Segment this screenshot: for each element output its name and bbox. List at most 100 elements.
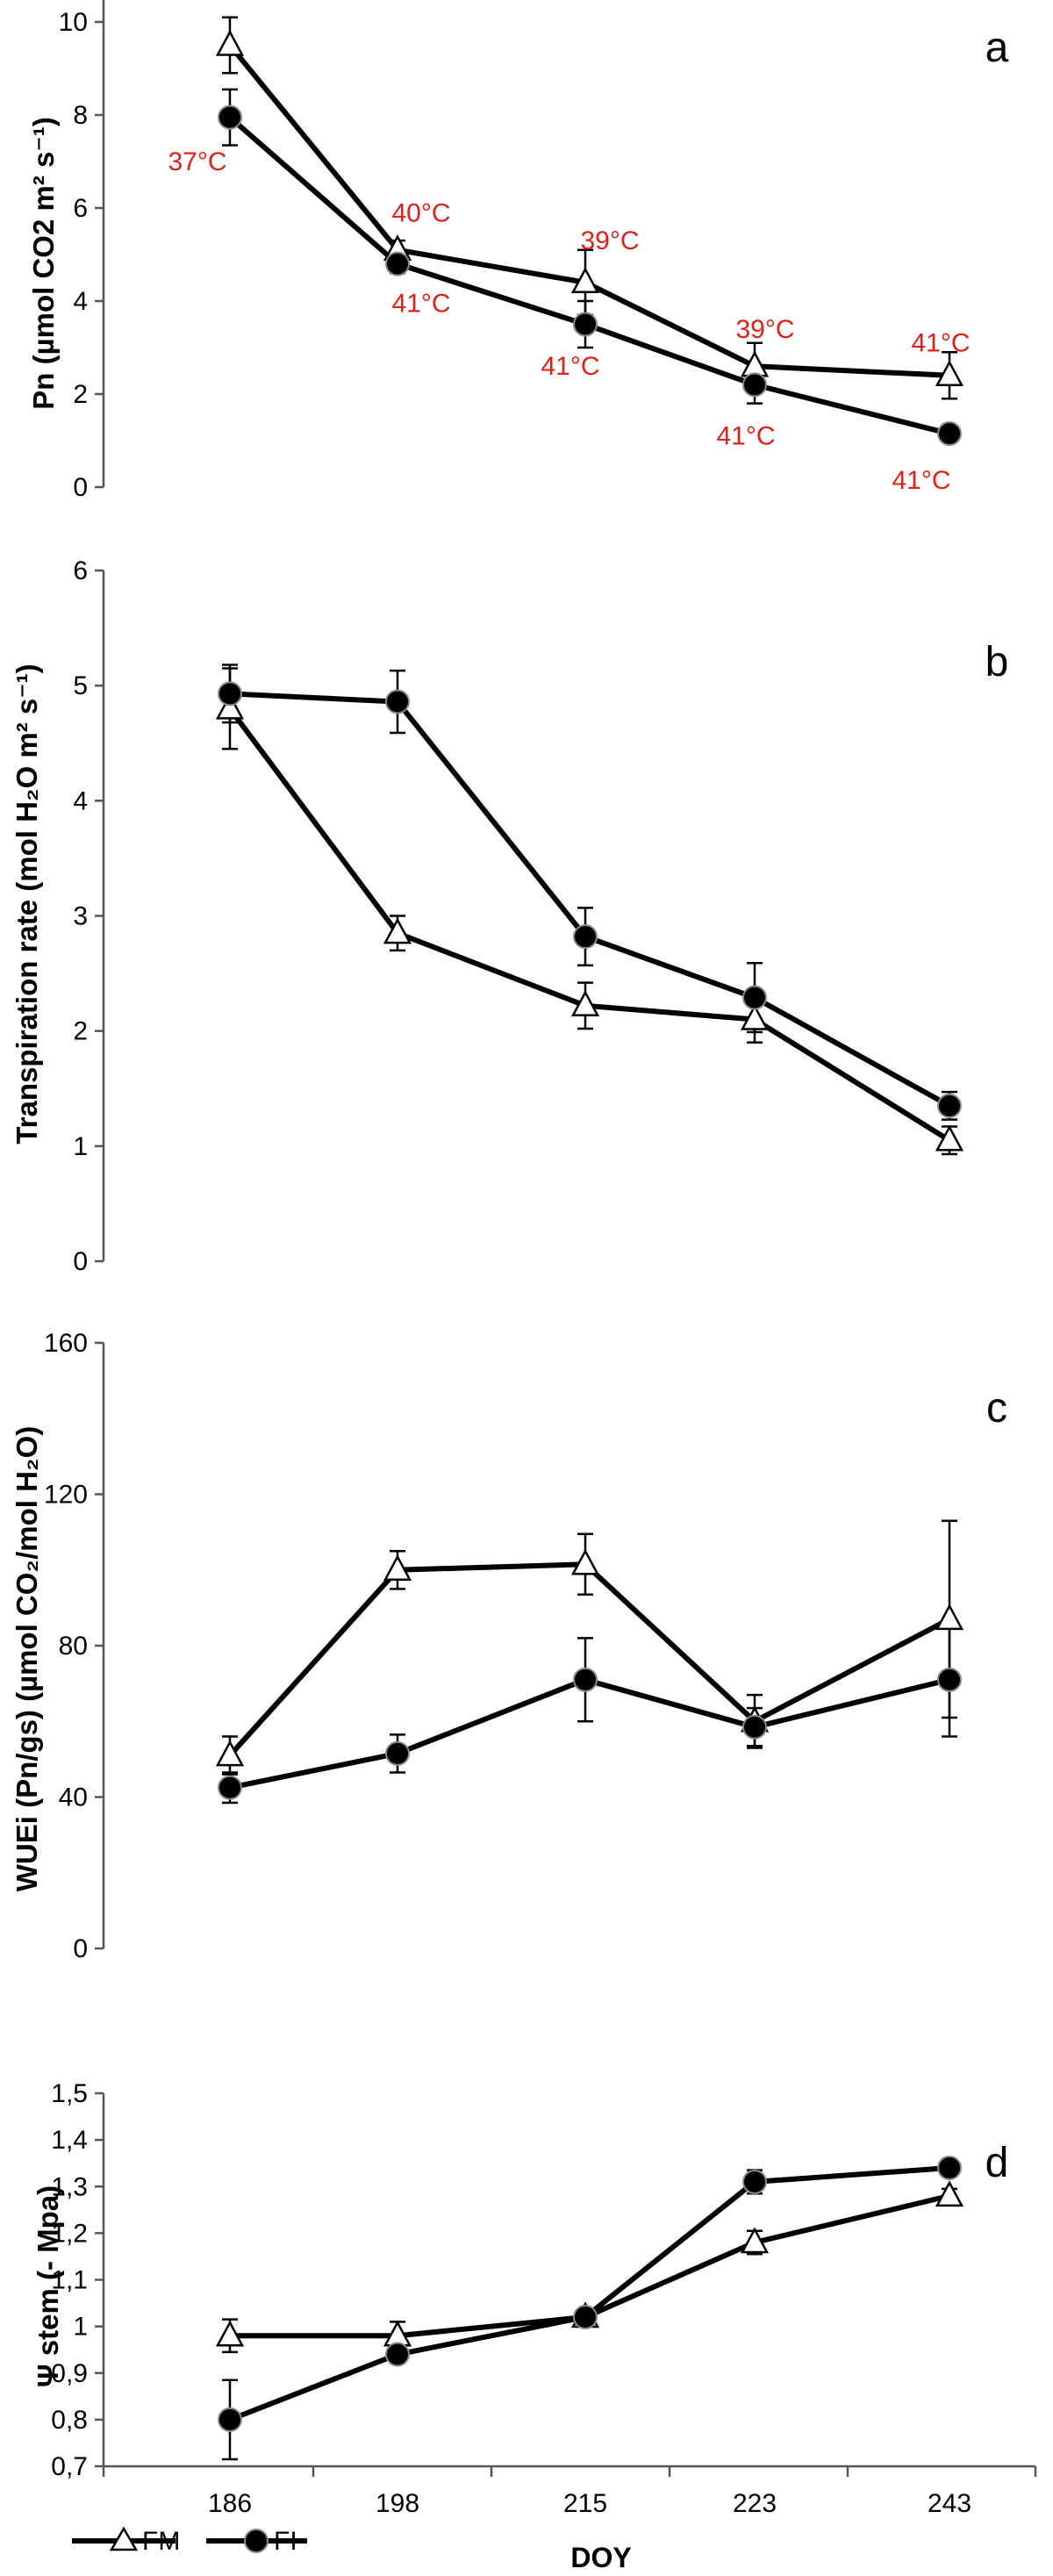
panel-b-y-tick-label: 3 [73,902,88,931]
panel-d-fi-point [742,2169,767,2194]
temperature-annotation: 39°C [735,315,794,344]
panel-c-fm-point [383,1554,412,1581]
panel-b-fm-point [383,917,412,944]
x-tick-label: 215 [563,2489,607,2518]
panel-c-fi-point [937,1667,962,1692]
panel-b-fm-point [215,692,245,720]
panel-d-y-tick-label: 1,5 [51,2079,88,2108]
panel-d-markers [215,2156,964,2432]
temperature-annotation: 41°C [911,329,970,358]
panel-d-y-tick-label: 1,3 [51,2172,88,2201]
panel-b-y-tick-label: 2 [73,1017,88,1046]
legend-fi-label: FI [274,2527,297,2556]
panel-c-fm-point [570,1548,600,1575]
temperature-annotation: 41°C [716,422,775,451]
temperature-annotation: 40°C [391,198,450,227]
panel-d-y-tick-label: 0,9 [51,2359,88,2388]
temperature-annotation: 37°C [168,147,226,176]
panel-b-fi-line [229,691,951,1109]
panel-b-y-axis: 0 1 2 3 4 5 6 [73,556,105,1276]
legend: FM FI [72,2526,307,2556]
panel-b-fm-point [570,990,600,1017]
panel-b-fm-point [740,1003,770,1030]
panel-d-y-tick-label: 0,8 [51,2406,88,2435]
panel-b-y-tick-label: 6 [73,556,88,585]
panel-c-y-tick-label: 40 [59,1783,88,1812]
panel-a-y-axis: 0 2 4 6 8 10 [59,0,105,502]
panel-a-fm-point [570,267,600,294]
panel-a-y-tick-label: 4 [73,287,88,316]
panel-c-letter: c [986,1385,1007,1432]
panel-a-y-tick-label: 2 [73,380,88,409]
panel-b-fi-point [937,1093,962,1118]
panel-c-chart: 0 40 80 120 160 WUEi (Pn/gs) (µmol CO₂/mol H… [11,1329,1007,1963]
panel-a-y-tick-label: 0 [73,473,88,502]
panel-b-fi-point [742,985,767,1010]
panel-a-markers [215,29,964,447]
panel-b-fm-point [935,1124,964,1152]
panel-c-fi-line [229,1676,950,1790]
panel-a-fm-point [935,360,964,387]
panel-b-y-tick-label: 1 [73,1132,88,1161]
panel-b-y-tick-label: 5 [73,671,88,700]
panel-d-fi-point [937,2156,962,2180]
panel-d-y-axis-label: Ψ stem (- Mpa) [32,2185,64,2387]
panel-d-y-tick-label: 1,1 [51,2266,88,2295]
panel-b-fi-point [573,924,598,950]
temperature-annotation: 41°C [892,466,950,495]
temperature-annotation: 41°C [541,352,599,381]
panel-d-x-axis: 186 198 215 223 243 [102,2465,1037,2518]
panel-a-fm-point [215,29,245,56]
panel-d-y-tick-label: 1,2 [51,2219,88,2248]
panel-c-fi-point [573,1667,598,1692]
panel-b-y-axis-label: Transpiration rate (mol H₂O m² s⁻¹) [11,664,43,1144]
panel-d-fi-line [228,2165,950,2422]
panel-a-y-tick-label: 8 [73,101,88,130]
temperature-annotation: 41°C [391,290,450,319]
panel-c-fi-point [218,1775,242,1800]
panel-d-fm-point [935,2180,964,2207]
legend-fm-marker [109,2526,139,2551]
panel-a-fi-point [385,251,410,276]
panel-d-fi-point [573,2305,598,2329]
panel-b-error-bars [222,664,957,1156]
panel-d-fm-point [215,2320,245,2347]
x-tick-label: 186 [208,2489,252,2518]
panel-c-y-tick-label: 120 [44,1481,88,1510]
panel-c-y-tick-label: 0 [73,1934,88,1963]
panel-b-series-lines [227,691,951,1143]
panel-a-fi-point [218,104,242,130]
panel-c-y-axis: 0 40 80 120 160 [44,1329,105,1963]
panel-b-y-tick-label: 0 [73,1247,88,1276]
legend-fm-label: FM [142,2527,180,2556]
panel-a-y-tick-label: 6 [73,194,88,223]
temperature-annotation: 39°C [580,226,639,255]
panel-c-y-tick-label: 80 [59,1632,88,1661]
legend-fi-marker [244,2529,269,2553]
panel-a-y-axis-label: Pn (µmol CO2 m² s⁻¹) [27,117,60,409]
panel-b-fi-point [385,689,410,714]
panel-a-fi-point [937,421,962,447]
panel-d-y-tick-label: 0,7 [51,2452,88,2481]
panel-d-fi-point [385,2342,410,2367]
panel-b-y-tick-label: 4 [73,786,88,815]
x-tick-label: 198 [376,2489,419,2518]
panel-d-letter: d [985,2140,1009,2186]
panel-a-letter: a [985,25,1009,71]
panel-a-fi-point [573,312,598,337]
panel-c-y-axis-label: WUEi (Pn/gs) (µmol CO₂/mol H₂O) [11,1426,43,1891]
panel-b-fi-point [218,681,242,707]
panel-d-y-tick-label: 1,4 [51,2126,88,2155]
panel-d-y-axis: 0,7 0,8 0,9 1 1,1 1,2 1,3 1,4 1,5 [51,2079,105,2481]
panel-b-markers [215,681,964,1152]
panel-d-series-lines [228,2165,950,2422]
panel-c-fm-line [227,1561,951,1758]
panel-b-chart: 0 1 2 3 4 5 6 Transpiration rate (mol H₂O m² s… [11,556,1008,1276]
panel-d-y-tick-label: 1 [73,2313,88,2342]
panel-d-chart: 0,7 0,8 0,9 1 1,1 1,2 1,3 1,4 1,5 186 198 215 223 24… [32,2079,1037,2573]
panel-b-fm-line [227,707,951,1143]
panel-a-fi-point [742,372,767,398]
panel-d-fi-point [218,2407,242,2432]
